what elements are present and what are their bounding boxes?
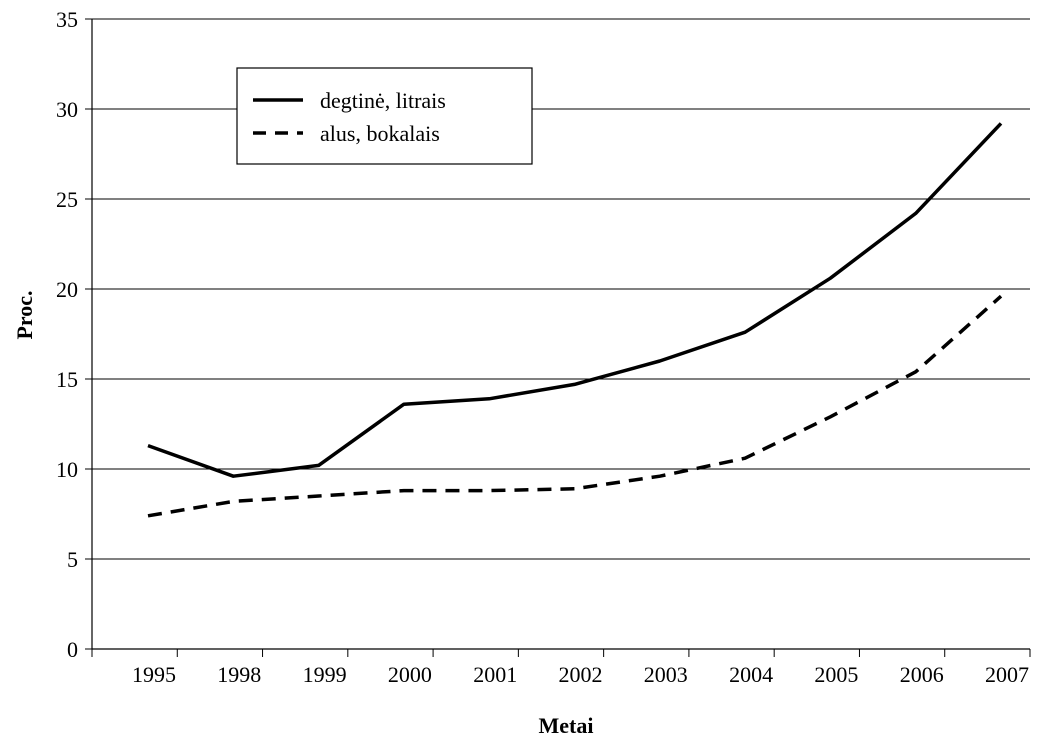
- axes: 0 5 10 15 20 25 30 35 1995 1998 1999 2000 2001 2002 20…: [56, 7, 1031, 687]
- x-tick-label-2005: 2005: [814, 662, 858, 687]
- y-tick-label: 5: [67, 547, 78, 572]
- x-tick-label-1999: 1999: [303, 662, 347, 687]
- x-axis-title: Metai: [539, 713, 594, 738]
- x-tick-label-2001: 2001: [473, 662, 517, 687]
- y-tick-label: 35: [56, 7, 78, 32]
- x-tick-label-2000: 2000: [388, 662, 432, 687]
- x-tick-label-2004: 2004: [729, 662, 773, 687]
- x-tick-label-2006: 2006: [900, 662, 944, 687]
- y-tick-label: 25: [56, 187, 78, 212]
- y-tick-label: 30: [56, 97, 78, 122]
- legend-label-alus: alus, bokalais: [320, 121, 440, 146]
- legend-box: [236, 67, 533, 165]
- y-axis-title: Proc.: [12, 290, 37, 339]
- x-tick-label-2003: 2003: [644, 662, 688, 687]
- x-tick-label-2002: 2002: [559, 662, 603, 687]
- x-tick-label-1998: 1998: [217, 662, 261, 687]
- y-tick-label: 10: [56, 457, 78, 482]
- series-lines: [147, 122, 1003, 518]
- x-tick-label-1995: 1995: [132, 662, 176, 687]
- gridlines: [92, 18, 1030, 560]
- legend-label-degtine: degtinė, litrais: [320, 88, 446, 113]
- series-line-degtine: [147, 122, 1003, 478]
- series-line-alus: [147, 294, 1003, 518]
- y-tick-label: 20: [56, 277, 78, 302]
- x-tick-label-2007: 2007: [985, 662, 1029, 687]
- y-tick-label: 0: [67, 637, 78, 662]
- y-tick-label: 15: [56, 367, 78, 392]
- legend: degtinė, litrais alus, bokalais: [236, 67, 533, 165]
